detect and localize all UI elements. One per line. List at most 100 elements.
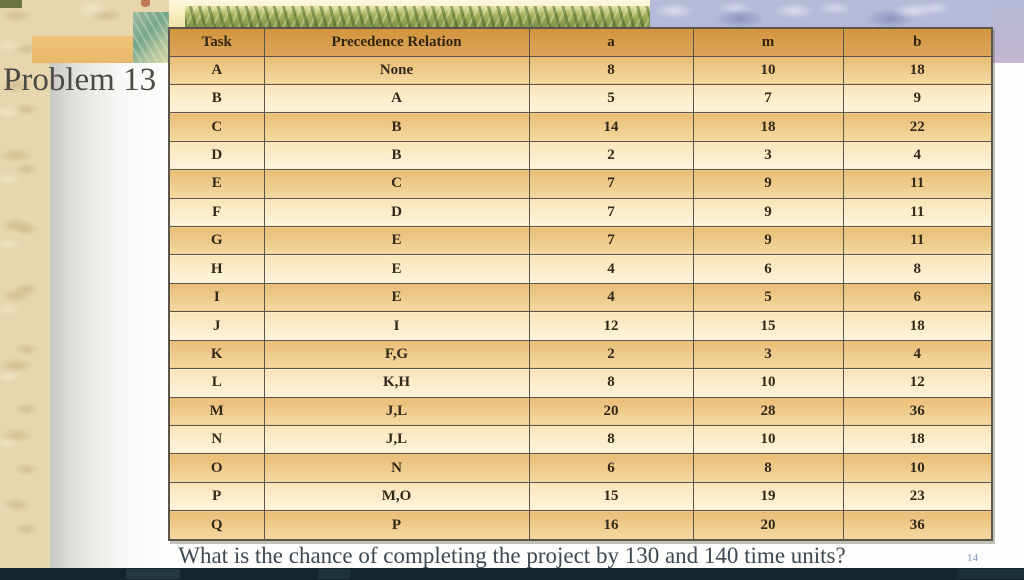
cell-a: 8 <box>528 424 694 455</box>
cell-b: 18 <box>842 311 993 341</box>
cell-precedence-relation: M,O <box>263 481 530 512</box>
cell-m: 10 <box>692 55 844 85</box>
cell-b: 36 <box>842 396 993 426</box>
cell-b: 6 <box>842 282 993 313</box>
cell-b: 18 <box>842 55 993 85</box>
cell-b: 36 <box>842 510 993 541</box>
orange-accent-band <box>32 36 138 63</box>
cell-b: 11 <box>842 226 993 256</box>
column-header-precedence-relation: Precedence Relation <box>263 27 530 57</box>
cell-task: D <box>168 140 265 171</box>
table-row: P M,O 15 19 23 <box>168 481 993 512</box>
parchment-left-strip <box>0 0 50 568</box>
purple-marble-texture <box>650 0 1024 27</box>
cell-precedence-relation: K,H <box>263 368 530 398</box>
cell-precedence-relation: E <box>263 254 530 284</box>
cell-m: 9 <box>692 226 844 256</box>
task-table: Task Precedence Relation a m b A None 8 10 1… <box>168 27 993 541</box>
table-row: Q P 16 20 36 <box>168 510 993 541</box>
cell-task: P <box>168 481 265 512</box>
cell-task: G <box>168 226 265 256</box>
slide-question: What is the chance of completing the pro… <box>178 543 846 568</box>
cell-precedence-relation: F,G <box>263 339 530 370</box>
cell-task: B <box>168 83 265 114</box>
corner-green-accent <box>0 0 22 8</box>
cell-precedence-relation: J,L <box>263 396 530 426</box>
cell-b: 12 <box>842 368 993 398</box>
table-row: K F,G 2 3 4 <box>168 339 993 370</box>
cell-b: 11 <box>842 169 993 199</box>
table-row: N J,L 8 10 18 <box>168 424 993 455</box>
cell-b: 22 <box>842 112 993 142</box>
cell-b: 10 <box>842 453 993 483</box>
bottom-bar-segment <box>126 569 180 579</box>
cell-m: 7 <box>692 83 844 114</box>
cell-task: N <box>168 424 265 455</box>
column-header-m: m <box>692 27 844 57</box>
cell-task: I <box>168 282 265 313</box>
table-row: C B 14 18 22 <box>168 112 993 142</box>
cell-task: C <box>168 112 265 142</box>
table-row: J I 12 15 18 <box>168 311 993 341</box>
table-row: G E 7 9 11 <box>168 226 993 256</box>
column-header-task: Task <box>168 27 265 57</box>
cell-a: 6 <box>528 453 694 483</box>
cell-precedence-relation: P <box>263 510 530 541</box>
cell-task: E <box>168 169 265 199</box>
red-leaf-tip <box>141 0 150 7</box>
cell-task: F <box>168 197 265 228</box>
cell-m: 18 <box>692 112 844 142</box>
cell-m: 3 <box>692 140 844 171</box>
cell-b: 9 <box>842 83 993 114</box>
cell-precedence-relation: J,L <box>263 424 530 455</box>
cell-precedence-relation: E <box>263 226 530 256</box>
column-header-a: a <box>528 27 694 57</box>
header-row: Task Precedence Relation a m b <box>168 27 993 57</box>
cell-task: H <box>168 254 265 284</box>
cell-a: 20 <box>528 396 694 426</box>
cell-m: 19 <box>692 481 844 512</box>
cell-m: 6 <box>692 254 844 284</box>
cell-b: 4 <box>842 140 993 171</box>
cell-a: 7 <box>528 226 694 256</box>
cell-a: 8 <box>528 55 694 85</box>
column-header-b: b <box>842 27 993 57</box>
table-row: O N 6 8 10 <box>168 453 993 483</box>
bottom-bar-segment <box>318 569 350 579</box>
cell-precedence-relation: I <box>263 311 530 341</box>
cell-a: 5 <box>528 83 694 114</box>
cell-task: J <box>168 311 265 341</box>
cell-task: Q <box>168 510 265 541</box>
cell-task: O <box>168 453 265 483</box>
task-table-header: Task Precedence Relation a m b <box>168 27 993 57</box>
table-row: F D 7 9 11 <box>168 197 993 228</box>
cell-m: 9 <box>692 169 844 199</box>
cell-a: 12 <box>528 311 694 341</box>
cell-task: L <box>168 368 265 398</box>
cell-a: 7 <box>528 197 694 228</box>
cell-task: M <box>168 396 265 426</box>
cell-precedence-relation: N <box>263 453 530 483</box>
cell-a: 7 <box>528 169 694 199</box>
cell-m: 20 <box>692 510 844 541</box>
cell-b: 11 <box>842 197 993 228</box>
task-table-body: A None 8 10 18 B A 5 7 9 C B 14 18 22 D B 2 3 4 E C 7 9 11 F D 7 9 11… <box>168 55 993 541</box>
cell-m: 15 <box>692 311 844 341</box>
cell-m: 5 <box>692 282 844 313</box>
cell-b: 8 <box>842 254 993 284</box>
table-row: L K,H 8 10 12 <box>168 368 993 398</box>
bottom-bar-segment <box>957 569 1024 579</box>
green-foliage-texture <box>185 6 655 27</box>
cell-m: 10 <box>692 424 844 455</box>
cell-a: 2 <box>528 339 694 370</box>
cell-m: 8 <box>692 453 844 483</box>
cell-precedence-relation: A <box>263 83 530 114</box>
teal-leaf-texture <box>133 12 169 64</box>
bottom-bar <box>0 568 1024 580</box>
cell-b: 18 <box>842 424 993 455</box>
